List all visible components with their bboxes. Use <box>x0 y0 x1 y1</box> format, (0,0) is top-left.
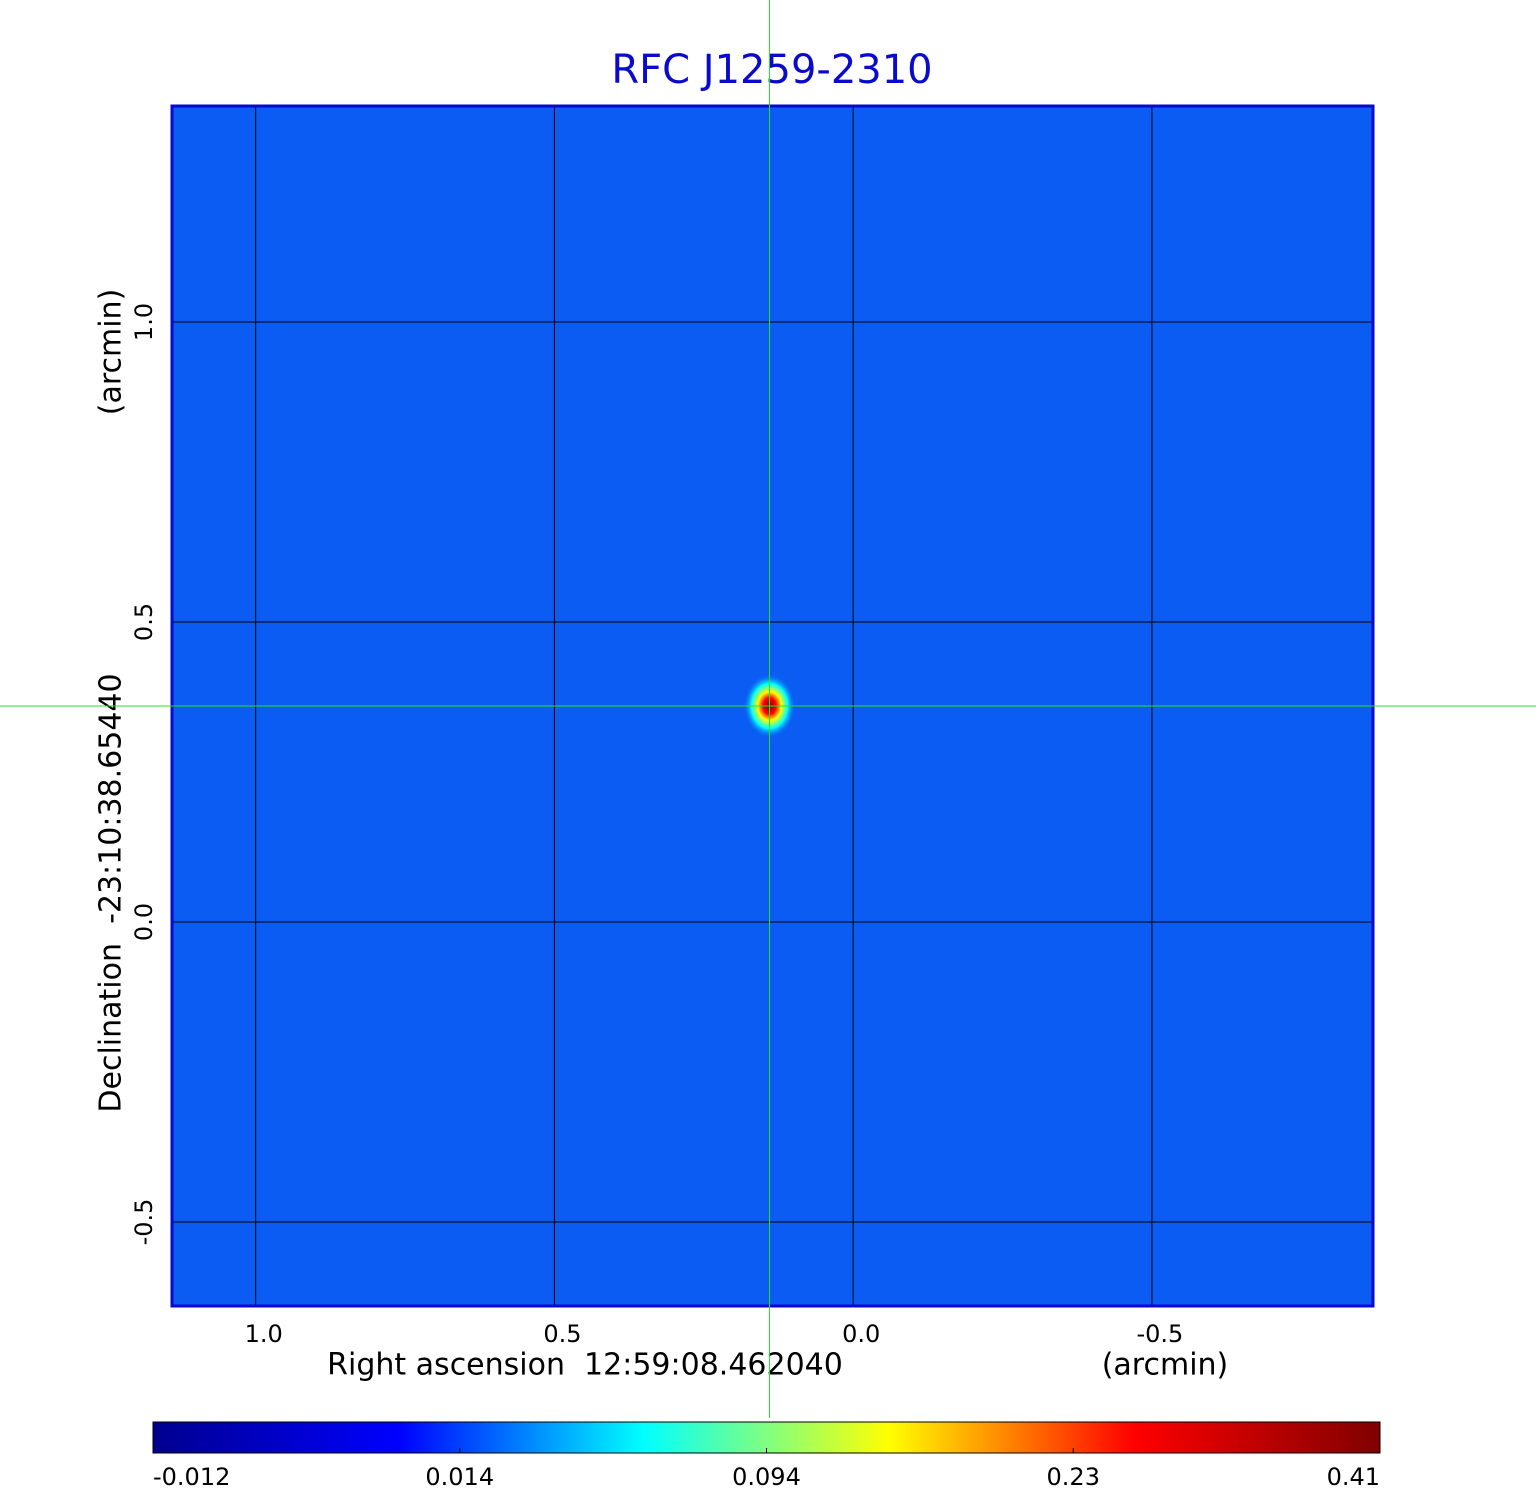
x-tick-label: -0.5 <box>1137 1320 1184 1348</box>
chart-title: RFC J1259-2310 <box>611 47 932 93</box>
y-tick-label: 1.0 <box>130 303 158 341</box>
x-axis-label: Right ascension 12:59:08.462040 <box>327 1348 843 1383</box>
colorbar-tick-label: 0.23 <box>1047 1463 1100 1491</box>
colorbar-tick-label: 0.014 <box>425 1463 494 1491</box>
x-tick-label: 0.5 <box>543 1320 581 1348</box>
x-tick-label: 1.0 <box>245 1320 283 1348</box>
x-axis-unit: (arcmin) <box>1102 1348 1229 1383</box>
colorbar-tick-label: 0.41 <box>1327 1463 1380 1491</box>
y-axis-label: Declination -23:10:38.65440 <box>94 673 129 1112</box>
y-axis-unit: (arcmin) <box>94 289 129 416</box>
y-tick-label: -0.5 <box>130 1199 158 1246</box>
y-tick-label: 0.0 <box>130 903 158 941</box>
x-tick-label: 0.0 <box>842 1320 880 1348</box>
y-tick-label: 0.5 <box>130 603 158 641</box>
colorbar-tick-label: -0.012 <box>153 1463 230 1491</box>
colorbar-tick-label: 0.094 <box>732 1463 801 1491</box>
